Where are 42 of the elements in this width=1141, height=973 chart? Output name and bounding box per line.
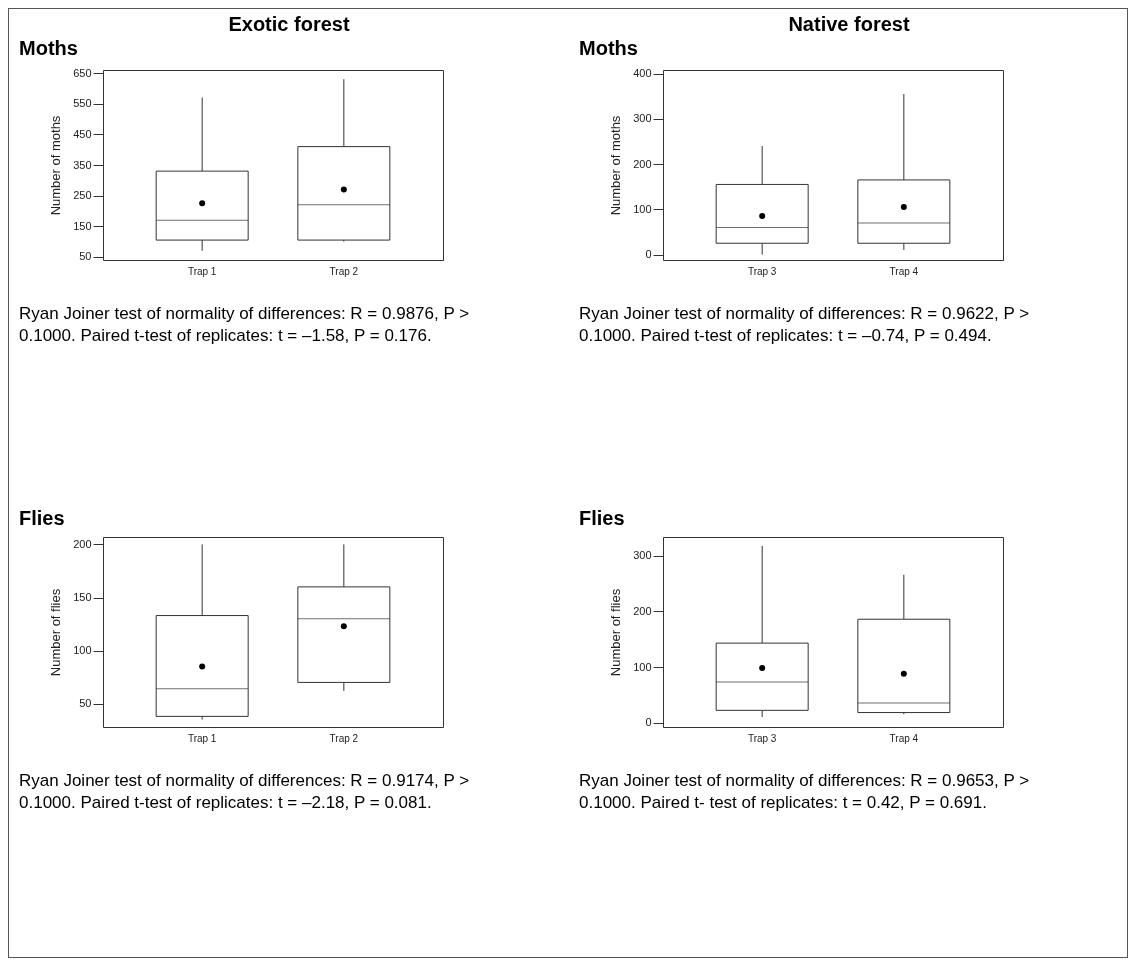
y-tick-label: 450: [73, 127, 92, 140]
x-tick-label: Trap 4: [889, 265, 919, 277]
text: Ryan Joiner test of normality of differences: R = 0.9622, P > 0.1000. Paired t-test of replicates: t = –0.74, P = 0.494.: [579, 303, 1031, 347]
x-tick-label: Trap 4: [889, 732, 919, 744]
y-tick-label: 0: [645, 248, 652, 261]
x-tick-label: Trap 1: [187, 732, 217, 744]
y-tick-label: 250: [73, 189, 92, 202]
y-tick-label: 550: [73, 97, 92, 110]
y-tick-label: 150: [73, 591, 92, 603]
y-tick-label: 50: [79, 250, 92, 263]
y-tick-label: 200: [633, 604, 652, 617]
chart-subtitle: Flies: [19, 507, 66, 531]
text: Ryan Joiner test of normality of differences: R = 0.9174, P > 0.1000. Paired t-test of replicates: t = –2.18, P = 0.081.: [19, 770, 471, 814]
y-tick-label: 300: [633, 549, 652, 562]
y-tick-label: 650: [73, 66, 92, 79]
chart-subtitle: Moths: [19, 37, 79, 61]
chart-title: Exotic forest: [227, 13, 351, 37]
chart-subtitle: Moths: [579, 37, 639, 61]
x-tick-label: Trap 1: [187, 265, 217, 277]
y-axis-title: Number of flies: [608, 588, 624, 677]
y-tick-label: 100: [73, 644, 92, 657]
x-tick-label: Trap 2: [329, 732, 359, 744]
y-tick-label: 0: [645, 716, 652, 729]
y-tick-label: 300: [633, 112, 652, 125]
x-tick-label: Trap 3: [747, 265, 777, 277]
y-tick-label: 50: [79, 697, 92, 710]
text: Ryan Joiner test of normality of differences: R = 0.9653, P > 0.1000. Paired t- test of replicates: t = 0.42, P = 0.691.: [579, 770, 1031, 814]
y-axis-title: Number of moths: [48, 115, 64, 216]
chart-title: Native forest: [787, 13, 911, 37]
y-axis-title: Number of flies: [48, 588, 64, 677]
y-tick-label: 100: [633, 202, 652, 215]
y-tick-label: 400: [633, 67, 652, 80]
chart-subtitle: Flies: [579, 507, 626, 531]
y-tick-label: 200: [73, 537, 92, 550]
y-tick-label: 100: [633, 660, 652, 673]
x-tick-label: Trap 2: [329, 265, 359, 277]
y-tick-label: 150: [73, 219, 92, 232]
x-tick-label: Trap 3: [747, 732, 777, 744]
y-tick-label: 350: [73, 158, 92, 171]
y-tick-label: 200: [633, 157, 652, 170]
text: Ryan Joiner test of normality of differences: R = 0.9876, P > 0.1000. Paired t-test of replicates: t = –1.58, P = 0.176.: [19, 303, 471, 347]
y-axis-title: Number of moths: [608, 115, 624, 216]
